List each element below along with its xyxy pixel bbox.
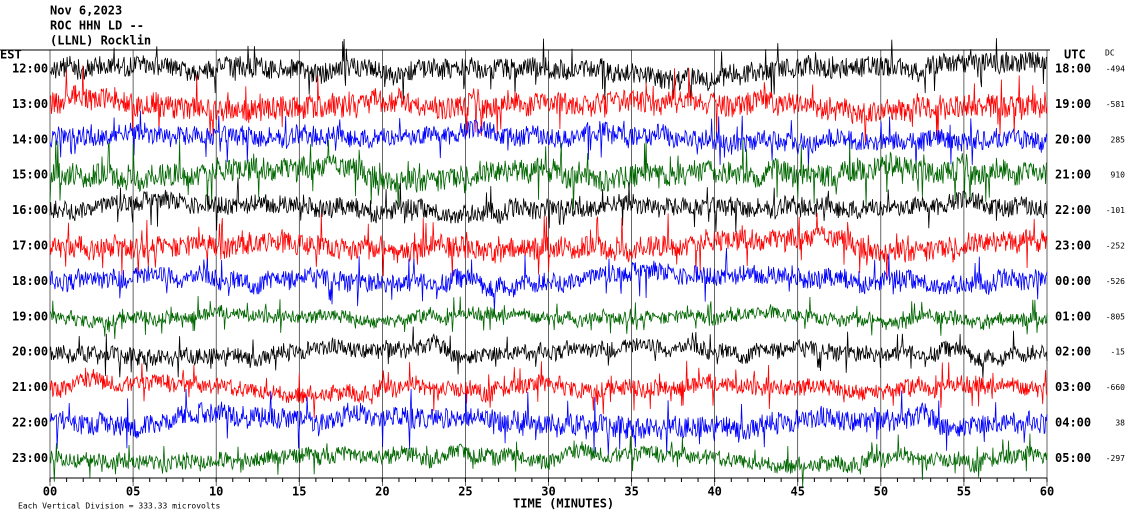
station: ROC HHN LD -- bbox=[50, 19, 144, 33]
utc-label: 04:00 bbox=[1055, 416, 1091, 430]
trace bbox=[49, 139, 1048, 210]
trace bbox=[49, 247, 1048, 312]
est-label: 14:00 bbox=[12, 132, 48, 146]
x-tick-label: 45 bbox=[791, 485, 805, 499]
utc-label: 20:00 bbox=[1055, 132, 1091, 146]
x-tick-label: 50 bbox=[874, 485, 888, 499]
x-tick-label: 15 bbox=[292, 485, 306, 499]
trace bbox=[49, 433, 1048, 487]
utc-label: 23:00 bbox=[1055, 239, 1091, 253]
est-label: 17:00 bbox=[12, 239, 48, 253]
est-label: 15:00 bbox=[12, 168, 48, 182]
est-label: 16:00 bbox=[12, 203, 48, 217]
trace bbox=[49, 295, 1048, 340]
est-label: 18:00 bbox=[12, 274, 48, 288]
est-title: EST bbox=[0, 48, 22, 62]
utc-label: 22:00 bbox=[1055, 203, 1091, 217]
dc-label: -101 bbox=[1106, 206, 1125, 215]
x-tick-label: 60 bbox=[1040, 485, 1054, 499]
trace bbox=[49, 65, 1048, 144]
dc-label: 285 bbox=[1111, 135, 1126, 144]
x-tick-label: 30 bbox=[541, 485, 555, 499]
dc-label: -581 bbox=[1106, 100, 1125, 109]
trace bbox=[49, 38, 1048, 106]
x-tick-label: 35 bbox=[624, 485, 638, 499]
x-tick-label: 55 bbox=[957, 485, 971, 499]
dc-label: -494 bbox=[1106, 65, 1125, 74]
est-label: 19:00 bbox=[12, 309, 48, 323]
est-label: 20:00 bbox=[12, 345, 48, 359]
utc-title: UTC bbox=[1064, 48, 1086, 62]
utc-label: 19:00 bbox=[1055, 97, 1091, 111]
trace bbox=[49, 110, 1048, 171]
utc-label: 01:00 bbox=[1055, 309, 1091, 323]
dc-label: -805 bbox=[1106, 312, 1125, 321]
dc-title: DC bbox=[1105, 49, 1115, 58]
utc-label: 00:00 bbox=[1055, 274, 1091, 288]
date: Nov 6,2023 bbox=[50, 4, 122, 18]
utc-label: 02:00 bbox=[1055, 345, 1091, 359]
x-tick-label: 10 bbox=[209, 485, 223, 499]
dc-label: -526 bbox=[1106, 277, 1125, 286]
trace bbox=[49, 212, 1048, 279]
utc-label: 21:00 bbox=[1055, 168, 1091, 182]
est-label: 12:00 bbox=[12, 62, 48, 76]
trace bbox=[49, 177, 1048, 233]
dc-label: -252 bbox=[1106, 242, 1125, 251]
x-tick-label: 40 bbox=[707, 485, 721, 499]
x-tick-label: 20 bbox=[375, 485, 389, 499]
traces bbox=[49, 38, 1048, 487]
utc-label: 05:00 bbox=[1055, 451, 1091, 465]
dc-label: 38 bbox=[1115, 419, 1125, 428]
x-tick-label: 00 bbox=[43, 485, 57, 499]
est-label: 21:00 bbox=[12, 380, 48, 394]
x-title: TIME (MINUTES) bbox=[513, 497, 614, 511]
dc-label: -15 bbox=[1111, 348, 1126, 357]
trace bbox=[49, 388, 1048, 456]
dc-label: -297 bbox=[1106, 454, 1125, 463]
dc-label: 910 bbox=[1111, 171, 1126, 180]
dc-label: -660 bbox=[1106, 383, 1125, 392]
est-label: 13:00 bbox=[12, 97, 48, 111]
footer: Each Vertical Division = 333.33 microvol… bbox=[18, 502, 220, 511]
network: (LLNL) Rocklin bbox=[50, 34, 151, 48]
x-tick-label: 25 bbox=[458, 485, 472, 499]
est-label: 22:00 bbox=[12, 416, 48, 430]
utc-label: 18:00 bbox=[1055, 62, 1091, 76]
est-label: 23:00 bbox=[12, 451, 48, 465]
utc-label: 03:00 bbox=[1055, 380, 1091, 394]
trace bbox=[49, 326, 1048, 379]
trace bbox=[49, 360, 1048, 418]
x-tick-label: 05 bbox=[126, 485, 140, 499]
